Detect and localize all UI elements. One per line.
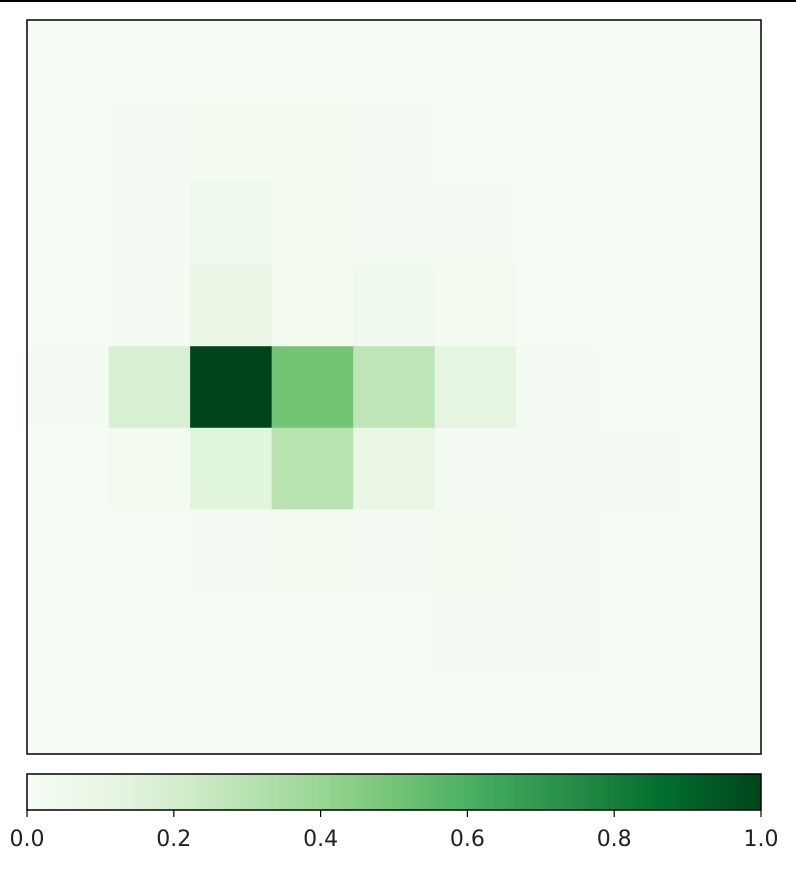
- heatmap-cell: [516, 509, 599, 592]
- colorbar-gradient: [27, 774, 761, 810]
- colorbar-tick-label: 0.4: [303, 827, 338, 852]
- heatmap-cell: [679, 20, 762, 103]
- heatmap-cell: [597, 427, 681, 510]
- heatmap-cell: [679, 264, 762, 347]
- heatmap-cell: [597, 20, 681, 103]
- heatmap-cell: [27, 346, 110, 429]
- heatmap-cell: [434, 590, 517, 674]
- heatmap-cell: [190, 264, 273, 347]
- heatmap-cell: [27, 427, 110, 510]
- heatmap-cell: [353, 427, 436, 510]
- heatmap-cell: [108, 672, 191, 755]
- heatmap-cell: [353, 590, 436, 674]
- heatmap-cell: [190, 590, 273, 674]
- heatmap-cell: [190, 672, 273, 755]
- heatmap-cell: [353, 183, 436, 266]
- heatmap-cell: [353, 20, 436, 103]
- heatmap-cell: [434, 183, 517, 266]
- heatmap-cell: [353, 101, 436, 184]
- colorbar-tick-label: 0.8: [597, 827, 632, 852]
- heatmap-cell: [353, 264, 436, 347]
- heatmap-cell: [27, 590, 110, 674]
- heatmap-cell: [679, 509, 762, 592]
- heatmap-cell: [679, 183, 762, 266]
- heatmap-cell: [516, 264, 599, 347]
- heatmap-cell: [27, 264, 110, 347]
- heatmap-cell: [679, 427, 762, 510]
- heatmap-cell: [190, 101, 273, 184]
- heatmap-cell: [516, 101, 599, 184]
- heatmap-cell: [597, 101, 681, 184]
- heatmap-cell: [516, 672, 599, 755]
- heatmap-cell: [597, 672, 681, 755]
- colorbar-ticks: 0.0 0.2 0.4 0.6 0.8 1.0: [10, 810, 779, 852]
- heatmap-cell: [108, 427, 191, 510]
- heatmap-cell: [108, 264, 191, 347]
- heatmap-cells: [27, 20, 762, 755]
- heatmap-cell: [108, 20, 191, 103]
- heatmap-cell: [190, 346, 273, 429]
- colorbar-tick-label: 1.0: [744, 827, 779, 852]
- heatmap-cell: [108, 590, 191, 674]
- heatmap-cell: [434, 427, 517, 510]
- heatmap-cell: [597, 346, 681, 429]
- heatmap-cell: [516, 346, 599, 429]
- heatmap-cell: [434, 509, 517, 592]
- heatmap-cell: [597, 183, 681, 266]
- heatmap-cell: [679, 101, 762, 184]
- heatmap-cell: [27, 672, 110, 755]
- heatmap-cell: [271, 346, 354, 429]
- heatmap-cell: [271, 101, 354, 184]
- heatmap-cell: [271, 590, 354, 674]
- heatmap-cell: [516, 183, 599, 266]
- heatmap-cell: [27, 183, 110, 266]
- heatmap-cell: [27, 20, 110, 103]
- heatmap-cell: [434, 101, 517, 184]
- heatmap-frame: [26, 19, 762, 755]
- heatmap-cell: [108, 101, 191, 184]
- heatmap-cell: [434, 264, 517, 347]
- heatmap-cell: [271, 672, 354, 755]
- heatmap-cell: [516, 20, 599, 103]
- top-border-line: [0, 0, 796, 2]
- heatmap-cell: [27, 101, 110, 184]
- heatmap-cell: [597, 264, 681, 347]
- colorbar: 0.0 0.2 0.4 0.6 0.8 1.0: [10, 773, 779, 852]
- heatmap-cell: [597, 590, 681, 674]
- heatmap-cell: [271, 20, 354, 103]
- heatmap-cell: [516, 427, 599, 510]
- heatmap-cell: [353, 346, 436, 429]
- colorbar-frame: [26, 773, 762, 811]
- heatmap-cell: [516, 590, 599, 674]
- colorbar-tick-label: 0.6: [450, 827, 485, 852]
- heatmap-cell: [679, 590, 762, 674]
- colorbar-tick-label: 0.0: [10, 827, 45, 852]
- heatmap-cell: [353, 672, 436, 755]
- heatmap-cell: [108, 183, 191, 266]
- heatmap-cell: [679, 672, 762, 755]
- heatmap-cell: [271, 264, 354, 347]
- heatmap-cell: [190, 509, 273, 592]
- heatmap-cell: [27, 509, 110, 592]
- heatmap-cell: [271, 427, 354, 510]
- heatmap-cell: [434, 346, 517, 429]
- heatmap-cell: [190, 20, 273, 103]
- heatmap-cell: [190, 427, 273, 510]
- heatmap-cell: [108, 509, 191, 592]
- heatmap-cell: [108, 346, 191, 429]
- heatmap-cell: [434, 20, 517, 103]
- heatmap-cell: [679, 346, 762, 429]
- heatmap-cell: [190, 183, 273, 266]
- heatmap-cell: [271, 509, 354, 592]
- heatmap-cell: [271, 183, 354, 266]
- heatmap-cell: [434, 672, 517, 755]
- heatmap-cell: [597, 509, 681, 592]
- colorbar-tick-label: 0.2: [156, 827, 191, 852]
- heatmap-cell: [353, 509, 436, 592]
